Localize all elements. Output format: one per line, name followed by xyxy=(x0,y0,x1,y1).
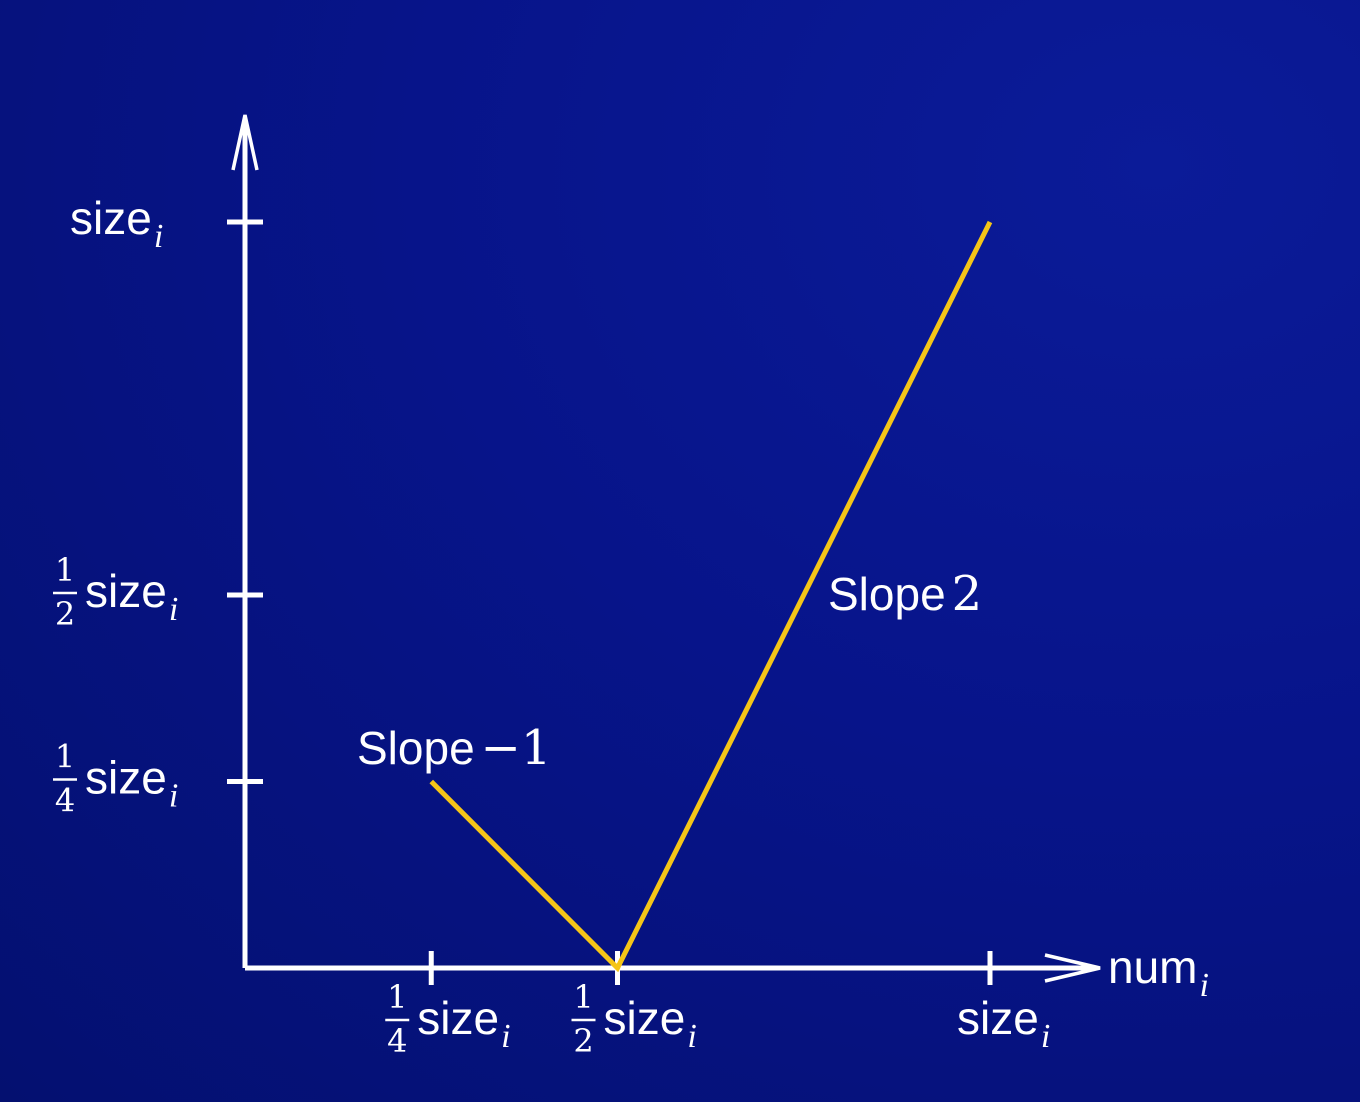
x-tick-label-0-text: size xyxy=(417,992,499,1044)
y-tick-label-2: size i xyxy=(70,192,163,255)
x-tick-label-1-frac-num: 1 xyxy=(573,978,593,1016)
x-tick-label-0-sub: i xyxy=(501,1018,510,1055)
y-axis-arrowhead xyxy=(231,114,259,171)
x-axis-label: num i xyxy=(1108,941,1209,1004)
x-axis-label-text: num xyxy=(1108,941,1197,993)
y-tick-label-0-text: size xyxy=(85,752,167,804)
series-line-0 xyxy=(429,220,993,973)
annotation-0-value: −1 xyxy=(481,720,552,776)
x-tick-label-2-sub: i xyxy=(1041,1018,1050,1055)
y-tick-label-2-sub: i xyxy=(154,218,163,255)
y-tick-label-0-frac-den: 4 xyxy=(55,782,75,820)
annotation-0: Slope −1 xyxy=(357,720,551,776)
x-tick-label-0-frac-den: 4 xyxy=(387,1022,407,1060)
y-tick-label-0-sub: i xyxy=(169,778,178,815)
y-tick-label-1-frac-den: 2 xyxy=(55,595,75,633)
y-tick-label-1-sub: i xyxy=(169,591,178,628)
x-tick-label-1-sub: i xyxy=(687,1018,696,1055)
y-tick-label-1-frac-num: 1 xyxy=(55,551,75,589)
y-tick-label-2-text: size xyxy=(70,192,152,244)
annotation-1-text: Slope xyxy=(828,568,946,620)
x-tick-label-1: 1 2 size i xyxy=(571,978,697,1060)
x-tick-label-0: 1 4 size i xyxy=(385,978,511,1060)
x-tick-label-1-frac-den: 2 xyxy=(573,1022,593,1060)
y-tick-label-1-text: size xyxy=(85,565,167,617)
x-tick-label-2: size i xyxy=(957,992,1050,1055)
x-axis-arrowhead xyxy=(1044,953,1101,983)
x-tick-label-0-frac-num: 1 xyxy=(387,978,407,1016)
y-tick-label-0: 1 4 size i xyxy=(53,738,178,820)
annotation-1: Slope 2 xyxy=(828,566,982,622)
annotation-0-text: Slope xyxy=(357,722,475,774)
annotation-1-value: 2 xyxy=(952,566,983,622)
x-tick-label-2-text: size xyxy=(957,992,1039,1044)
x-tick-label-1-text: size xyxy=(604,992,686,1044)
y-tick-label-1: 1 2 size i xyxy=(53,551,178,633)
x-axis-label-sub: i xyxy=(1199,967,1208,1004)
y-tick-label-0-frac-num: 1 xyxy=(55,738,75,776)
